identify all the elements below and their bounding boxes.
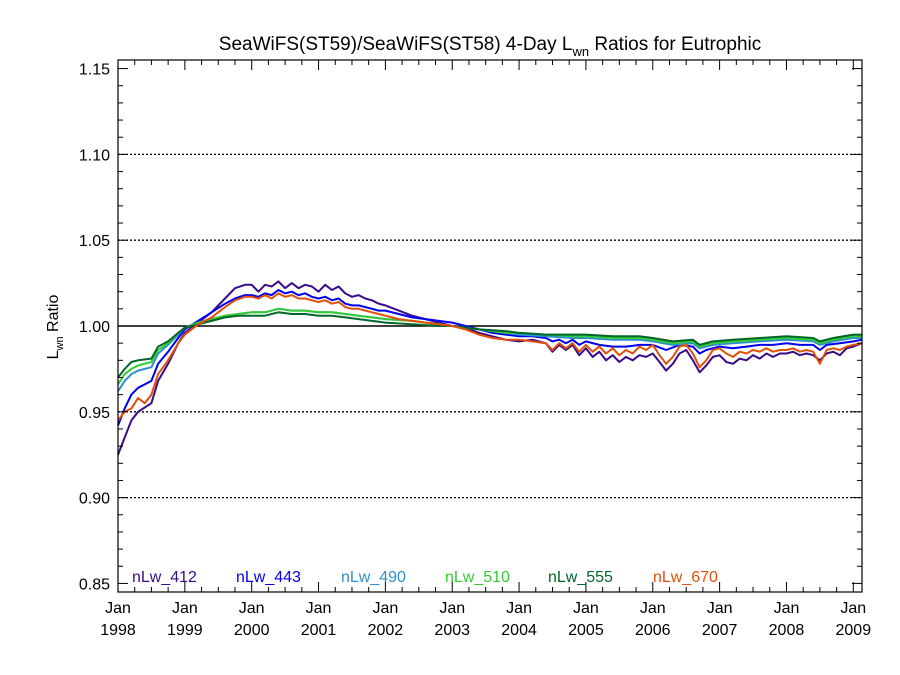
x-tick-label-year: 2009 xyxy=(836,622,872,639)
y-tick-label: 1.05 xyxy=(79,233,110,250)
x-tick-label-year: 2002 xyxy=(368,622,404,639)
x-tick-label-month: Jan xyxy=(105,600,131,617)
x-tick-label-year: 2004 xyxy=(501,622,537,639)
x-tick-label-month: Jan xyxy=(573,600,599,617)
y-axis-title: Lwn Ratio xyxy=(45,295,66,360)
legend-item-nlw-490: nLw_490 xyxy=(341,569,406,586)
y-axis: 0.85 0.90 0.95 1.00 1.05 1.10 1.15 xyxy=(79,62,862,593)
x-tick-label-year: 2007 xyxy=(702,622,738,639)
x-tick-label-month: Jan xyxy=(774,600,800,617)
x-axis: Jan 1998 Jan 1999 Jan 2000 Jan 2001 Jan 2002 Jan 20… xyxy=(100,60,871,639)
y-tick-label: 1.15 xyxy=(79,62,110,79)
series-line-nlw-490 xyxy=(117,307,862,392)
x-tick-label-year: 2008 xyxy=(769,622,805,639)
grid-lines xyxy=(118,153,862,499)
x-tick-label-year: 2003 xyxy=(434,622,470,639)
x-tick-label-year: 2001 xyxy=(301,622,337,639)
x-tick-label-month: Jan xyxy=(707,600,733,617)
y-tick-label: 1.10 xyxy=(79,147,110,164)
x-tick-label-month: Jan xyxy=(506,600,532,617)
svg-text:Lwn Ratio: Lwn Ratio xyxy=(45,295,66,360)
x-tick-label-month: Jan xyxy=(840,600,866,617)
x-tick-label-year: 2005 xyxy=(568,622,604,639)
x-tick-label-month: Jan xyxy=(372,600,398,617)
x-tick-label-year: 1999 xyxy=(167,622,203,639)
y-tick-label: 0.85 xyxy=(79,576,110,593)
y-tick-label: 0.95 xyxy=(79,405,110,422)
legend-item-nlw-443: nLw_443 xyxy=(236,569,301,586)
x-tick-label-month: Jan xyxy=(439,600,465,617)
series-line-nlw-670 xyxy=(117,292,863,422)
x-tick-label-year: 2000 xyxy=(234,622,270,639)
series-lines xyxy=(117,280,863,456)
legend-item-nlw-555: nLw_555 xyxy=(548,569,613,586)
legend-item-nlw-670: nLw_670 xyxy=(653,569,718,586)
x-tick-label-month: Jan xyxy=(172,600,198,617)
series-line-nlw-443 xyxy=(117,289,863,426)
x-tick-label-month: Jan xyxy=(640,600,666,617)
x-tick-label-month: Jan xyxy=(239,600,265,617)
y-tick-label: 0.90 xyxy=(79,491,110,508)
x-tick-label-month: Jan xyxy=(306,600,332,617)
legend-item-nlw-412: nLw_412 xyxy=(132,569,197,586)
legend: nLw_412 nLw_443 nLw_490 nLw_510 nLw_555 nLw_6… xyxy=(132,569,718,586)
x-tick-label-year: 1998 xyxy=(100,622,136,639)
series-line-nlw-412 xyxy=(117,280,863,456)
x-tick-label-year: 2006 xyxy=(635,622,671,639)
y-tick-label: 1.00 xyxy=(79,319,110,336)
series-line-nlw-555 xyxy=(117,311,862,379)
legend-item-nlw-510: nLw_510 xyxy=(445,569,510,586)
chart-title: SeaWiFS(ST59)/SeaWiFS(ST58) 4-Day Lwn Ra… xyxy=(219,34,761,59)
